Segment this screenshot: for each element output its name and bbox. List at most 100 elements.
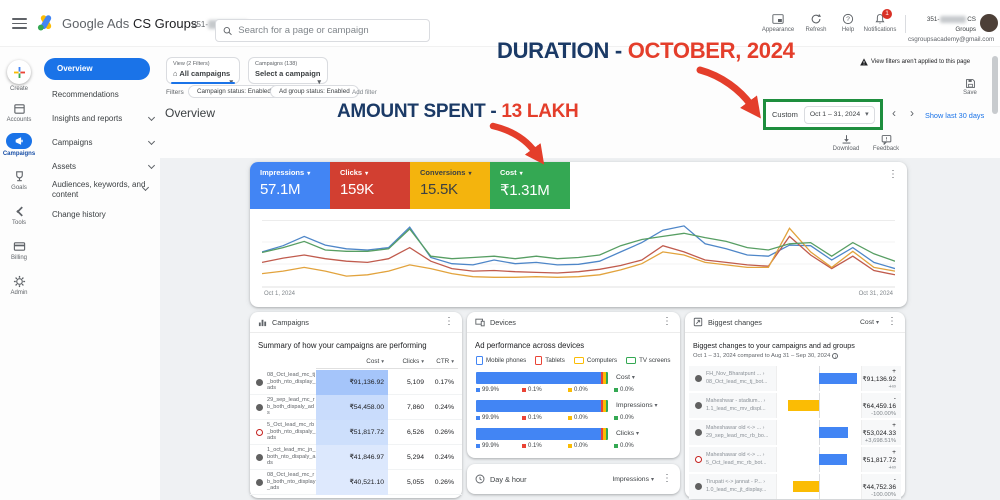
arrow-to-cost-card [489,122,545,165]
bar-percentages: 99.9% 0.1% 0.0% 0.0% [476,387,672,393]
change-status-icon [695,375,702,382]
change-amount: +₹53,024.33 [862,421,896,437]
card-more-menu-icon[interactable]: ⋮ [888,169,898,180]
devices-panel: Devices ⋮ Ad performance across devices … [467,312,680,458]
rail-item-campaigns[interactable]: Campaigns [0,133,38,157]
devices-icon [475,318,485,326]
bar-metric-dropdown[interactable]: Impressions ▾ [616,402,658,409]
campaign-cost-cell: ₹41,846.97 [316,444,388,470]
changes-metric-dropdown[interactable]: Cost ▾ [860,318,879,326]
device-percentage-item: 99.9% [476,387,522,393]
feedback-button[interactable]: Feedback [870,134,902,152]
column-header-clicks[interactable]: Clicks ▾ [388,358,426,369]
change-status-icon [695,456,702,463]
metric-card-cost[interactable]: Cost ▾ ₹1.31M [490,162,570,209]
bar-metric-dropdown[interactable]: Cost ▾ [616,374,635,381]
change-row[interactable]: Maheshwar - stadium... › 1.1_lead_mc_mv_d… [689,393,901,418]
sidebar-item-label: Overview [57,64,93,73]
global-search[interactable] [215,19,430,42]
save-button[interactable]: Save [956,78,984,96]
rail-item-accounts[interactable]: Accounts [0,102,38,123]
help-button[interactable]: ? Help [830,13,866,33]
chevron-down-icon: ▾ [636,431,640,437]
sidebar-item-recommendations[interactable]: Recommendations [52,90,154,100]
legend-label: TV screens [639,357,671,364]
previous-period-button[interactable]: ‹ [892,106,896,120]
main-menu-icon[interactable] [12,18,27,32]
campaign-count-label: Campaigns (138) [255,61,298,67]
profile-info[interactable]: 351- CS Groups csgroupsacademy@gmail.com [908,15,994,44]
devices-legend: Mobile phones Tablets Computers TV scree… [476,356,670,365]
device-percentage-item: 0.1% [522,415,568,421]
rail-item-tools[interactable]: Tools [0,205,38,226]
column-header-ctr[interactable]: CTR ▾ [426,358,458,369]
download-button[interactable]: Download [830,134,862,152]
show-last-30-days-link[interactable]: Show last 30 days [925,111,985,120]
refresh-label: Refresh [805,27,827,33]
change-row[interactable]: Maheshawar old <-> ... › 29_sep_lead_mc_r… [689,420,901,445]
sidebar-item-change-history[interactable]: Change history [52,210,154,220]
next-period-button[interactable]: › [910,106,914,120]
rail-label: Accounts [6,117,32,123]
campaign-status-icon [256,453,263,461]
panel-more-menu-icon[interactable]: ⋮ [887,316,897,327]
campaign-table-row[interactable]: 5_Oct_lead_mc_rb_both_nto_dispaly_ads ₹5… [250,419,462,445]
campaign-table-row[interactable]: 1_oct_lead_mc_jn_both_nto_dispaly_ads ₹4… [250,444,462,470]
campaign-table-row[interactable]: 08_Oct_lead_mc_rb_both_nto_display_ads ₹… [250,469,462,495]
metric-card-impressions[interactable]: Impressions ▾ 57.1M [250,162,330,209]
sidebar-item-label: Campaigns [52,138,93,147]
change-row[interactable]: FH_Nov_Bharatpunt ... › 08_Oct_lead_mc_tj… [689,366,901,391]
rail-item-admin[interactable]: Admin [0,275,38,296]
change-ad-group-name: 1.0_lead_mc_jt_display... [706,486,767,493]
comparison-period-text: Oct 1 – 31, 2024 compared to Aug 31 – Se… [693,353,839,359]
view-filter-dropdown[interactable]: View (2 Filters) ⌂ All campaigns▾ [166,57,240,86]
panel-more-menu-icon[interactable]: ⋮ [662,473,672,484]
rail-item-goals[interactable]: Goals [0,170,38,191]
notifications-button[interactable]: 1 Notifications [862,9,898,33]
sidebar-item-assets[interactable]: Assets [52,161,156,172]
sidebar-item-overview[interactable]: Overview [44,58,150,80]
chevron-down-icon: ▾ [865,110,869,118]
panel-more-menu-icon[interactable]: ⋮ [662,316,672,327]
vertical-scrollbar[interactable] [992,56,998,114]
active-view-underline [171,82,235,84]
refresh-button[interactable]: Refresh [798,13,834,33]
panel-more-menu-icon[interactable]: ⋮ [444,316,454,327]
filter-chip-ad-group-status[interactable]: Ad group status: Enabled [270,85,359,98]
add-filter-button[interactable]: Add filter [352,89,377,96]
panel-title: Campaigns [272,317,309,327]
devices-panel-header: Devices ⋮ [467,312,680,333]
campaign-table-row[interactable]: 29_sep_lead_mc_rb_both_dispaly_ads ₹54,4… [250,394,462,420]
computer-icon [573,357,584,364]
legend-swatch-icon [568,444,572,448]
clock-icon [475,474,485,484]
metric-card-clicks[interactable]: Clicks ▾ 159K [330,162,410,209]
rail-item-create[interactable]: Create [0,60,38,92]
sidebar-item-campaigns[interactable]: Campaigns [52,137,156,148]
avatar[interactable] [980,14,998,32]
change-row[interactable]: Maheshawar old <-> ... › 5_Oct_lead_mc_rb… [689,447,901,472]
sidebar-item-insights-and-reports[interactable]: Insights and reports [52,113,156,124]
rail-label: Create [9,86,28,92]
appearance-button[interactable]: Appearance [760,13,796,33]
change-amount: +₹91,136.92 [862,367,896,383]
rail-item-billing[interactable]: Billing [0,240,38,261]
change-row[interactable]: Tirupati <-> jannat - P... › 1.0_lead_mc_… [689,474,901,499]
campaign-status-icon [256,403,263,411]
tools-icon [15,206,23,217]
search-input[interactable] [238,25,422,36]
device-percentage-item: 0.1% [522,387,568,393]
date-range-dropdown[interactable]: Oct 1 – 31, 2024 ▾ [803,105,875,124]
sidebar-item-audiences-keywords-content[interactable]: Audiences, keywords, and content [52,180,150,200]
column-header-cost[interactable]: Cost ▾ [316,358,388,369]
change-ad-group-name: 29_sep_lead_mc_rb_bo... [706,432,769,439]
bar-metric-dropdown[interactable]: Clicks ▾ [616,430,640,437]
metric-card-conversions[interactable]: Conversions ▾ 15.5K [410,162,490,209]
change-campaign-name: Maheshawar old <-> ... › [706,425,765,432]
filter-chip-campaign-status[interactable]: Campaign status: Enabled [188,85,280,98]
device-percentage-value: 0.0% [574,415,588,421]
day-hour-metric-dropdown[interactable]: Impressions ▾ [612,475,654,483]
campaign-select-dropdown[interactable]: Campaigns (138) Select a campaign ▾ [248,57,328,86]
campaign-table-row[interactable]: 08_Oct_lead_mc_tj_both_nto_display_ads ₹… [250,369,462,395]
